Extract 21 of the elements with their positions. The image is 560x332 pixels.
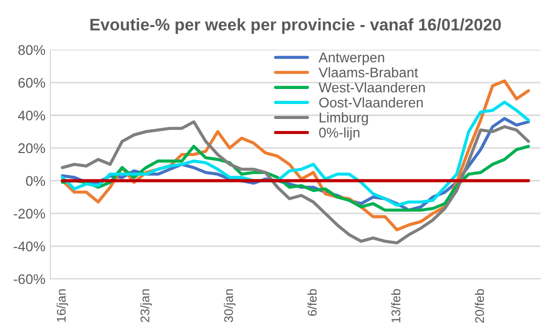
legend-label: West-Vlaanderen bbox=[318, 82, 425, 92]
chart-title: Evoutie-% per week per provincie - vanaf 16/01/2020 bbox=[90, 18, 501, 34]
x-tick-label: 6/feb bbox=[308, 289, 317, 316]
x-tick-label: 20/feb bbox=[474, 289, 484, 323]
legend-label: Vlaams-Brabant bbox=[318, 67, 418, 78]
x-tick-label: 16/jan bbox=[56, 289, 68, 322]
y-tick-label: -60% bbox=[14, 274, 46, 284]
legend-label: Antwerpen bbox=[318, 52, 384, 66]
y-tick-label: 80% bbox=[18, 45, 46, 55]
x-tick-label: 13/feb bbox=[391, 289, 400, 322]
y-tick-label: 60% bbox=[18, 78, 46, 88]
y-tick-label: -20% bbox=[14, 208, 46, 219]
x-tick-label: 23/jan bbox=[140, 289, 152, 322]
y-tick-label: -40% bbox=[14, 241, 46, 252]
legend-label: 0%-lijn bbox=[319, 127, 360, 140]
y-tick-label: 40% bbox=[18, 110, 46, 120]
legend-label: Oost-Vlaanderen bbox=[319, 97, 423, 108]
legend-label: Limburg bbox=[320, 112, 368, 126]
y-tick-label: 0% bbox=[26, 176, 46, 186]
y-tick-label: 20% bbox=[18, 143, 46, 154]
x-tick-label: 30/jan bbox=[224, 289, 236, 322]
